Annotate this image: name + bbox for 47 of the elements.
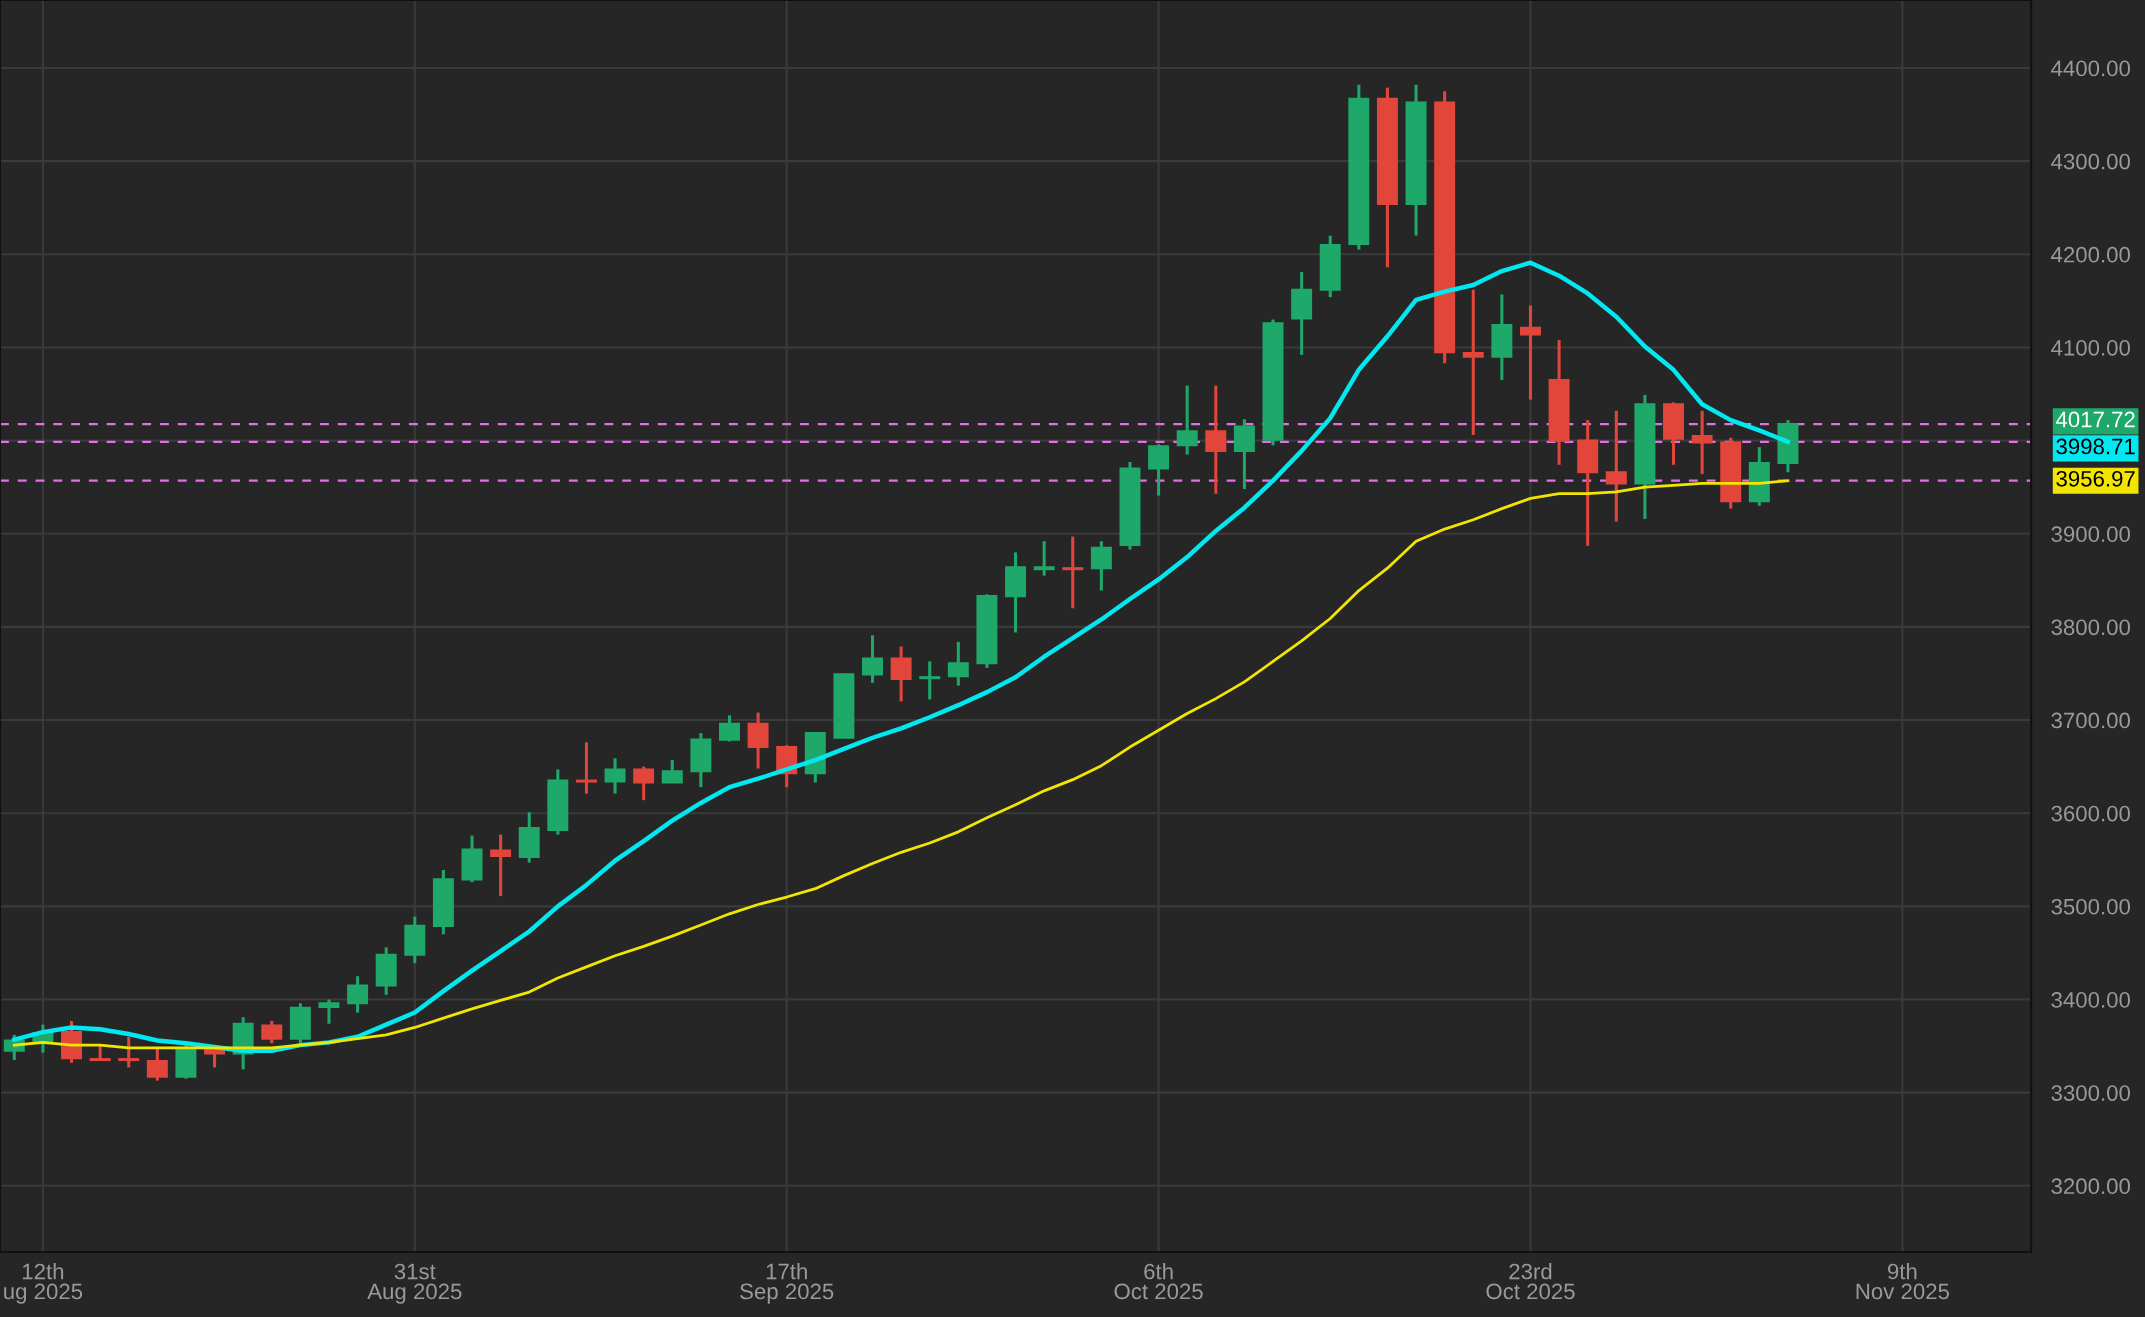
candlestick (261, 1019, 283, 1044)
candlestick (919, 661, 941, 700)
candlestick (575, 742, 597, 794)
candlestick (661, 760, 683, 784)
y-tick-label: 3600.00 (2051, 805, 2130, 822)
candlestick (1148, 444, 1170, 496)
y-tick-label: 3800.00 (2051, 619, 2130, 636)
x-tick-label: 12th ug 2025 (4, 1263, 83, 1304)
ref-line-label: 3956.97 (2056, 470, 2135, 487)
candlestick (118, 1036, 140, 1068)
candlestick (1520, 305, 1541, 400)
candlestick (1062, 536, 1084, 609)
y-tick-label: 4300.00 (2051, 153, 2130, 170)
candlestick (146, 1048, 168, 1081)
candlestick (1205, 385, 1227, 494)
candlestick (1033, 541, 1055, 576)
y-tick-label: 3200.00 (2051, 1178, 2130, 1195)
x-tick-label: 23rd Oct 2025 (1486, 1263, 1575, 1300)
y-tick-label: 3400.00 (2051, 992, 2130, 1008)
candlestick (490, 834, 512, 898)
candlestick (1176, 385, 1198, 455)
candlestick (604, 758, 626, 794)
candlestick (318, 999, 340, 1024)
y-tick-label: 3500.00 (2051, 898, 2130, 915)
candlestick (862, 635, 883, 683)
ref-line-label: 3998.71 (2056, 438, 2135, 455)
y-tick-label: 3300.00 (2051, 1085, 2130, 1101)
candlestick (633, 766, 655, 802)
candlestick (747, 712, 769, 769)
y-tick-label: 4400.00 (2051, 60, 2130, 77)
candlestick (719, 715, 740, 742)
candlestick (1691, 409, 1713, 476)
x-tick-label: 9th Nov 2025 (1856, 1263, 1949, 1300)
y-tick-label: 4100.00 (2051, 339, 2130, 356)
y-tick-label: 3700.00 (2051, 712, 2130, 729)
candlestick (1462, 289, 1484, 436)
x-tick-label: 17th Sep 2025 (740, 1263, 834, 1304)
y-tick-label: 4200.00 (2051, 246, 2130, 263)
candlestick (347, 976, 369, 1013)
x-tick-label: 6th Oct 2025 (1114, 1263, 1203, 1300)
candlestick (947, 640, 969, 686)
y-tick-label: 3900.00 (2051, 526, 2130, 543)
x-tick-label: 31st Aug 2025 (367, 1263, 462, 1304)
candlestick (1605, 409, 1627, 522)
candlestick (1090, 541, 1112, 591)
candlestick (890, 646, 912, 702)
ref-line-label: 4017.72 (2055, 411, 2135, 428)
